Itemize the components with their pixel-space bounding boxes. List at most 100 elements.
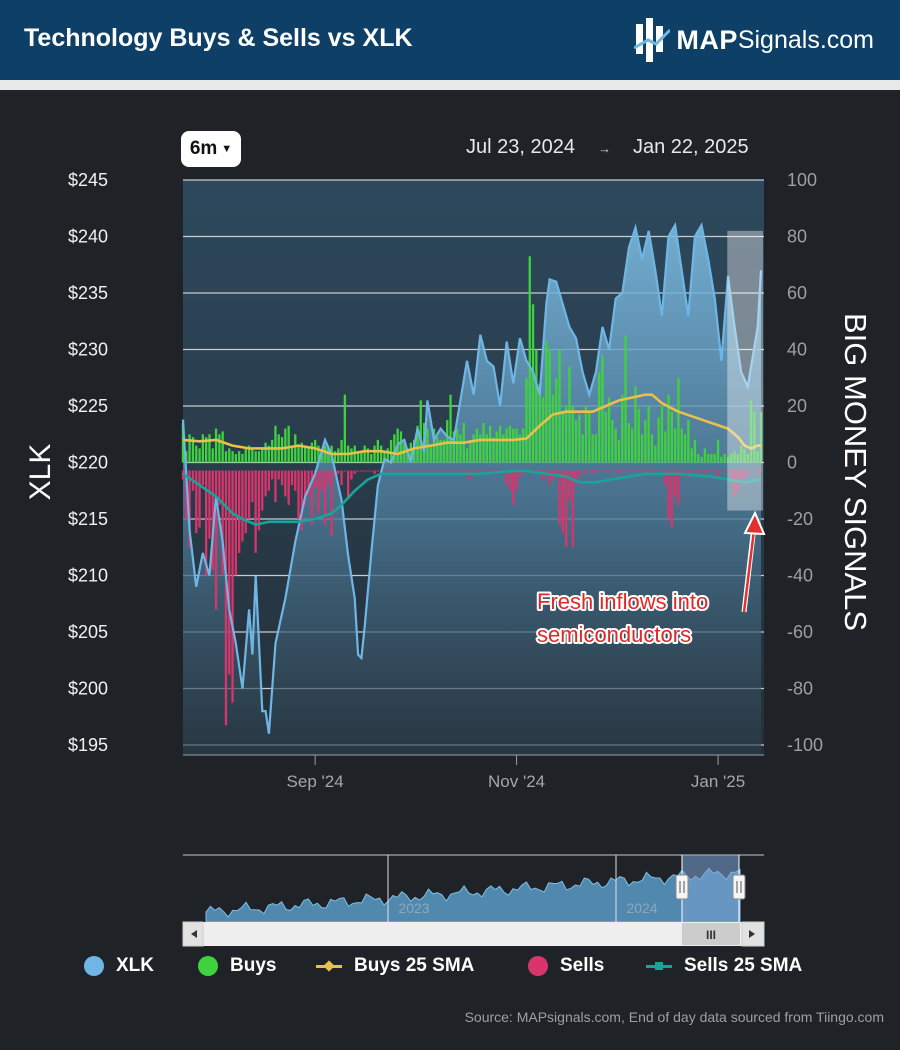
buy-bar <box>710 454 713 463</box>
buy-bar <box>350 448 353 463</box>
sell-bar <box>631 470 634 472</box>
map-logo-icon <box>634 18 671 62</box>
buy-bar <box>730 454 733 463</box>
buy-bar <box>528 256 531 463</box>
buy-bar <box>716 439 720 463</box>
left-tick-label: $230 <box>68 340 108 360</box>
sell-bar <box>710 470 713 472</box>
left-axis-title: XLK <box>24 444 57 501</box>
sell-bar <box>743 470 746 480</box>
sell-bar <box>429 470 432 472</box>
sell-bar <box>621 470 624 472</box>
sell-bar <box>439 470 442 472</box>
buy-bar <box>304 445 307 463</box>
sell-bar <box>356 470 360 472</box>
buy-bar <box>634 386 637 463</box>
sell-bar <box>469 470 472 480</box>
date-to[interactable]: Jan 22, 2025 <box>633 136 749 158</box>
buy-bar <box>644 420 647 463</box>
sell-bar <box>505 470 508 486</box>
annotation-text-outline: Fresh inflows into <box>537 589 708 614</box>
right-tick-label: 40 <box>787 340 807 360</box>
legend-item-buys[interactable]: Buys <box>198 955 276 977</box>
sell-bar <box>330 470 333 536</box>
range-selector-button[interactable]: 6m ▼ <box>181 131 241 167</box>
sell-bar <box>690 470 693 472</box>
sell-bar <box>541 470 545 480</box>
buy-bar <box>690 448 693 463</box>
left-tick-label: $195 <box>68 735 108 755</box>
chevron-down-icon: ▼ <box>221 143 233 155</box>
sell-bar <box>211 470 214 570</box>
sell-bar <box>472 470 475 472</box>
buy-bar <box>406 448 409 463</box>
buy-bar <box>736 454 740 463</box>
right-tick-label: 0 <box>787 453 797 473</box>
sell-bar <box>218 470 221 505</box>
sell-bar <box>740 470 743 477</box>
left-tick-label: $200 <box>68 679 108 699</box>
buy-bar <box>743 448 746 463</box>
sell-bar <box>228 470 231 675</box>
sell-bar <box>482 470 485 472</box>
sell-bar <box>317 470 320 514</box>
sell-bar <box>538 470 541 472</box>
left-tick-label: $245 <box>68 170 108 190</box>
sell-bar <box>670 470 674 528</box>
sell-bar <box>495 470 498 472</box>
buy-bar <box>191 437 195 463</box>
buy-bar <box>264 442 267 463</box>
buy-bar <box>347 445 350 463</box>
date-from[interactable]: Jul 23, 2024 <box>466 136 575 158</box>
sell-bar <box>518 470 522 477</box>
buy-bar <box>515 428 518 463</box>
buy-bar <box>436 437 439 463</box>
buy-bar <box>531 304 535 463</box>
sell-bar <box>287 470 290 505</box>
sell-bar <box>581 470 584 472</box>
buy-bar <box>320 451 323 463</box>
sell-bar <box>323 470 327 525</box>
sell-bar <box>353 470 356 474</box>
buy-bar <box>254 451 257 463</box>
buy-bar <box>707 454 710 463</box>
buy-bar <box>267 445 271 463</box>
legend: XLK Buys Buys 25 SMA Sells Sells 25 SMA <box>0 955 900 983</box>
sell-bar <box>191 470 195 491</box>
buy-bar <box>512 428 515 463</box>
sell-bar <box>340 470 343 486</box>
annotation-text: Fresh inflows into <box>537 589 708 614</box>
buy-bar <box>419 400 422 463</box>
buy-bar <box>383 451 386 463</box>
legend-item-sells-sma[interactable]: Sells 25 SMA <box>646 955 802 977</box>
buy-bar <box>664 431 667 463</box>
buy-bar <box>439 439 442 463</box>
legend-item-sells[interactable]: Sells <box>528 955 604 977</box>
sell-bar <box>535 470 538 474</box>
buy-bar <box>370 454 373 463</box>
buy-bar <box>505 428 508 463</box>
scroll-grip-icon: III <box>706 928 716 942</box>
buy-bar <box>409 442 413 463</box>
legend-item-buys-sma[interactable]: Buys 25 SMA <box>316 955 474 977</box>
buy-bar <box>459 434 462 463</box>
buy-bar <box>548 349 551 463</box>
navigator-handle <box>732 874 746 900</box>
sell-bar <box>716 470 720 477</box>
buys-sma-line-icon <box>316 956 342 976</box>
legend-label: Buys 25 SMA <box>354 955 475 976</box>
sell-bar <box>713 470 716 472</box>
sell-bar <box>617 470 621 474</box>
buy-bar <box>693 439 697 463</box>
legend-item-xlk[interactable]: XLK <box>84 955 154 977</box>
navigator-handle <box>675 874 689 900</box>
buy-bar <box>538 383 541 463</box>
buy-bar <box>670 411 674 463</box>
buy-bar <box>551 394 555 463</box>
sell-bar <box>376 470 380 472</box>
sell-bar <box>650 470 654 472</box>
sell-bar <box>241 470 244 542</box>
sell-bar <box>413 470 416 472</box>
buy-bar <box>756 451 759 463</box>
sell-bar <box>254 470 257 553</box>
